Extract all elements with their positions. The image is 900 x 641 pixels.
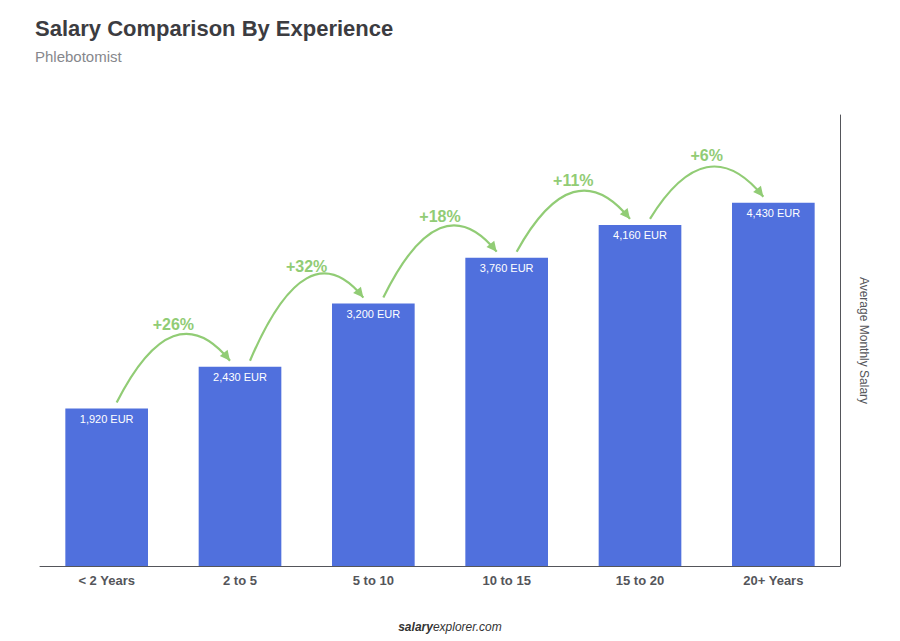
svg-text:4,160 EUR: 4,160 EUR <box>613 229 667 241</box>
svg-text:3,200 EUR: 3,200 EUR <box>346 308 400 320</box>
svg-text:1,920 EUR: 1,920 EUR <box>80 413 134 425</box>
svg-text:2,430 EUR: 2,430 EUR <box>213 371 267 383</box>
svg-text:Salary Comparison By Experienc: Salary Comparison By Experience <box>35 16 393 41</box>
svg-text:Average Monthly Salary: Average Monthly Salary <box>857 277 871 404</box>
svg-text:+32%: +32% <box>286 258 327 275</box>
svg-text:2 to 5: 2 to 5 <box>223 573 257 588</box>
svg-text:Phlebotomist: Phlebotomist <box>35 48 123 65</box>
svg-text:salary: salary <box>398 620 434 634</box>
svg-text:+18%: +18% <box>419 208 460 225</box>
svg-text:10 to 15: 10 to 15 <box>482 573 530 588</box>
svg-text:4,430 EUR: 4,430 EUR <box>746 207 800 219</box>
svg-text:5 to 10: 5 to 10 <box>353 573 394 588</box>
svg-text:+11%: +11% <box>553 172 593 189</box>
svg-text:3,760 EUR: 3,760 EUR <box>480 262 534 274</box>
svg-text:explorer.com: explorer.com <box>433 620 502 634</box>
svg-text:15 to 20: 15 to 20 <box>616 573 664 588</box>
svg-text:+6%: +6% <box>690 147 722 164</box>
svg-text:< 2 Years: < 2 Years <box>78 573 135 588</box>
svg-text:20+ Years: 20+ Years <box>743 573 803 588</box>
svg-text:+26%: +26% <box>153 316 194 333</box>
